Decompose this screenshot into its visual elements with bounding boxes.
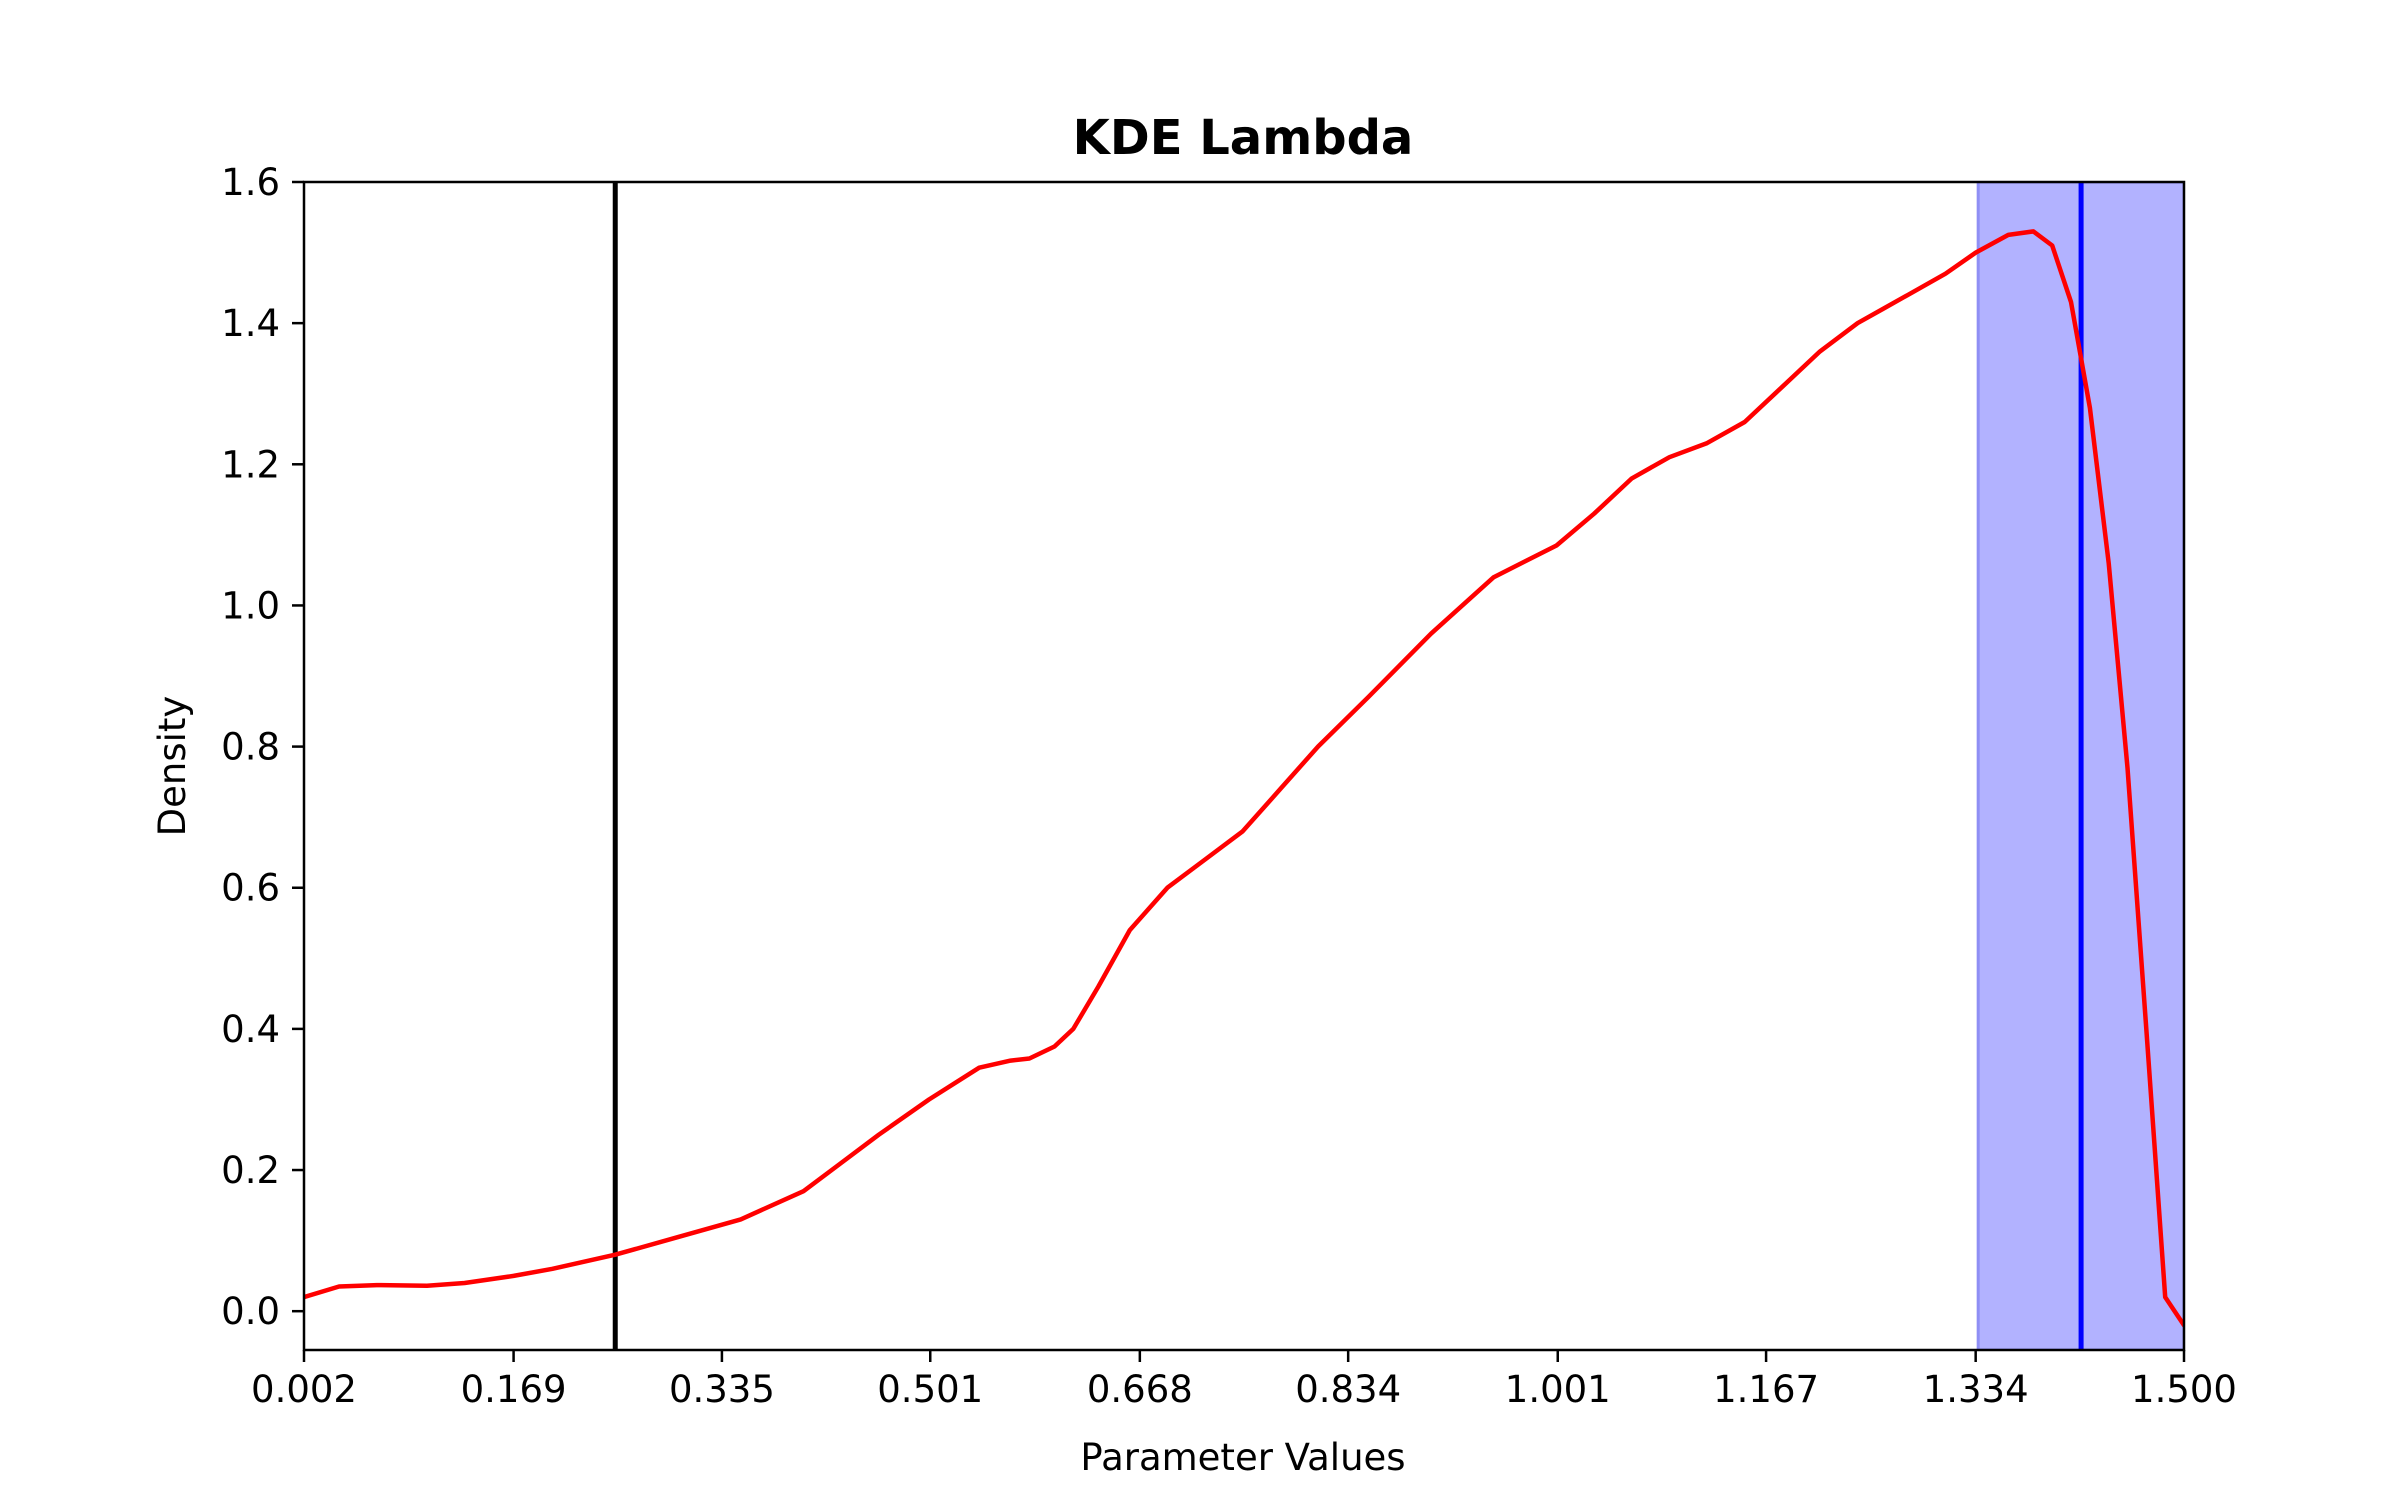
y-tick-label: 0.4 <box>221 1008 280 1051</box>
x-axis-ticks: 0.002 0.169 0.335 0.501 0.668 0.834 1.001 1.167… <box>251 1350 2237 1411</box>
y-tick-label: 1.6 <box>221 161 280 204</box>
kde-line <box>304 229 2184 1328</box>
x-tick-label: 0.335 <box>669 1368 775 1411</box>
plot-frame <box>302 180 2186 1352</box>
y-tick-label: 0.6 <box>221 867 280 910</box>
x-tick-label: 1.500 <box>2131 1368 2237 1411</box>
x-tick-label: 0.002 <box>251 1368 357 1411</box>
y-tick-label: 0.0 <box>221 1290 280 1333</box>
x-tick-label: 0.668 <box>1087 1368 1193 1411</box>
y-tick-label: 1.0 <box>221 584 280 627</box>
x-axis-label: Parameter Values <box>1080 1436 1405 1479</box>
x-tick-label: 0.501 <box>877 1368 983 1411</box>
x-tick-label: 0.834 <box>1295 1368 1401 1411</box>
y-tick-label: 0.8 <box>221 726 280 769</box>
y-tick-label: 1.4 <box>221 302 280 345</box>
y-axis-label: Density <box>151 696 194 837</box>
kde-series <box>304 229 2184 1328</box>
chart-title: KDE Lambda <box>1073 110 1414 166</box>
reference-lines <box>612 182 2084 1350</box>
y-tick-label: 0.2 <box>221 1149 280 1192</box>
x-tick-label: 1.334 <box>1923 1368 2029 1411</box>
y-axis-ticks: 0.0 0.2 0.4 0.6 0.8 1.0 1.2 1.4 1.6 <box>221 161 304 1333</box>
x-tick-label: 1.001 <box>1505 1368 1611 1411</box>
x-tick-label: 0.169 <box>461 1368 567 1411</box>
x-tick-label: 1.167 <box>1713 1368 1819 1411</box>
y-tick-label: 1.2 <box>221 443 280 486</box>
